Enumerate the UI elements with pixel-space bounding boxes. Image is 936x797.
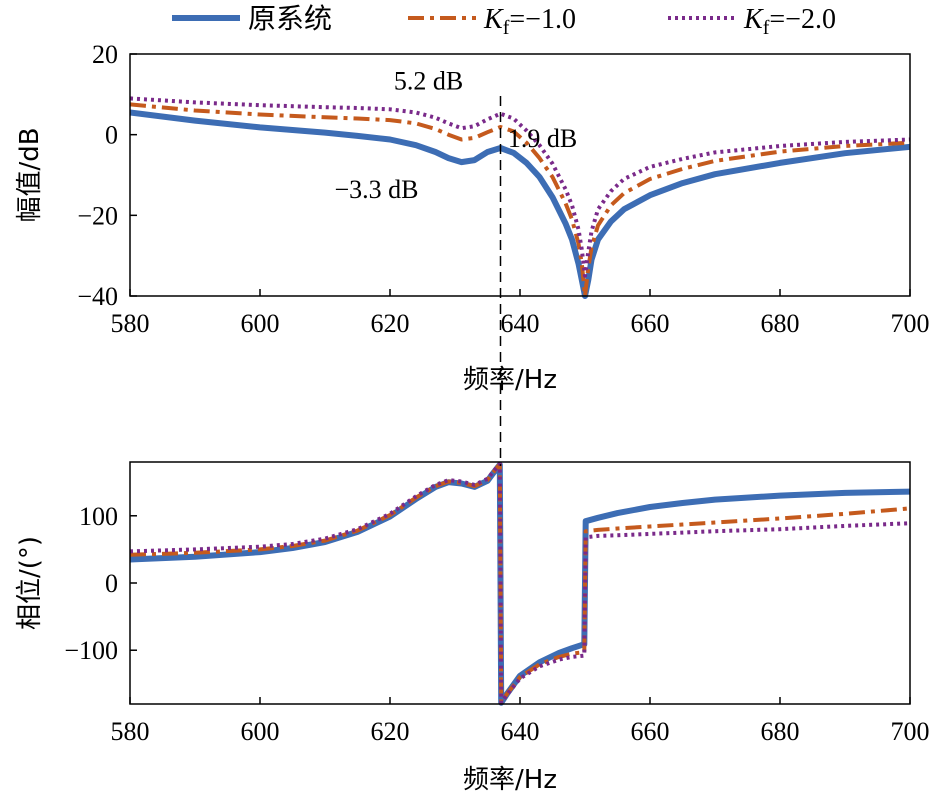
magnitude-xtick-label: 680 (761, 309, 800, 338)
magnitude-axes-frame (129, 53, 911, 297)
legend: 原系统 Kf=−1.0 Kf=−2.0 (172, 2, 836, 39)
magnitude-xtick-label: 700 (891, 309, 930, 338)
magnitude-xtick-label: 620 (371, 309, 410, 338)
magnitude-series-0 (130, 109, 910, 299)
legend-label-kf-2-value: =−2.0 (769, 4, 836, 35)
magnitude-y-axis-title: 幅值/dB (15, 127, 45, 222)
magnitude-xtick-label: 640 (501, 309, 540, 338)
phase-ytick-label: 100 (79, 502, 118, 531)
phase-series-0 (130, 461, 910, 706)
magnitude-ytick-label: 20 (92, 40, 118, 69)
legend-label-kf-1-base: K (483, 4, 504, 35)
phase-x-axis-title: 频率/Hz (463, 765, 557, 795)
phase-y-axis-title: 相位/(°) (15, 536, 45, 630)
peak-annotation-2: −3.3 dB (334, 175, 418, 204)
phase-ytick-label: 0 (105, 569, 118, 598)
magnitude-panel: 580 600 620 640 660 680 700 −40 −20 0 20 频率/Hz 幅值/dB… (15, 40, 930, 395)
magnitude-xtick-label: 600 (241, 309, 280, 338)
peak-annotation-1: 1.9 dB (508, 124, 577, 153)
phase-ytick-label: −100 (64, 636, 118, 665)
legend-label-kf-1: Kf=−1.0 (483, 4, 576, 39)
legend-label-kf-1-value: =−1.0 (509, 4, 576, 35)
phase-xtick-label: 640 (501, 717, 540, 746)
legend-label-kf-1-sub: f (503, 17, 510, 39)
magnitude-xtick-label: 660 (631, 309, 670, 338)
phase-series-1 (130, 462, 910, 705)
phase-panel: 580 600 620 640 660 680 700 −100 0 100 频率/Hz 相位/(°) (15, 461, 930, 795)
legend-label-original: 原系统 (248, 2, 332, 35)
legend-item-kf-1: Kf=−1.0 (408, 4, 576, 39)
phase-xtick-label: 580 (111, 717, 150, 746)
legend-label-kf-2-base: K (743, 4, 764, 35)
magnitude-x-axis-title: 频率/Hz (463, 365, 557, 395)
phase-xtick-label: 700 (891, 717, 930, 746)
legend-item-original: 原系统 (172, 2, 332, 35)
magnitude-ytick-label: −40 (77, 282, 118, 311)
phase-xtick-label: 660 (631, 717, 670, 746)
magnitude-xtick-label: 580 (111, 309, 150, 338)
phase-axes-frame (129, 461, 911, 705)
legend-label-kf-2: Kf=−2.0 (743, 4, 836, 39)
magnitude-ytick-label: −20 (77, 201, 118, 230)
magnitude-series-2 (130, 96, 910, 278)
phase-xtick-label: 620 (371, 717, 410, 746)
legend-item-kf-2: Kf=−2.0 (668, 4, 836, 39)
magnitude-series-1 (130, 102, 910, 298)
phase-xtick-label: 680 (761, 717, 800, 746)
legend-label-kf-2-sub: f (763, 17, 770, 39)
phase-xtick-label: 600 (241, 717, 280, 746)
phase-series-2 (130, 462, 910, 705)
peak-annotation-0: 5.2 dB (394, 67, 463, 96)
magnitude-ytick-label: 0 (105, 121, 118, 150)
